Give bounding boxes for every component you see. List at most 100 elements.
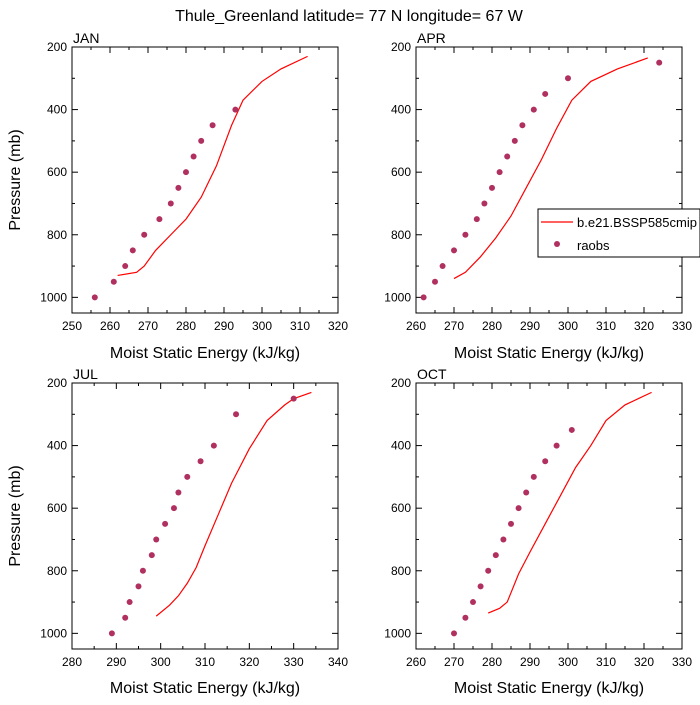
raobs-point xyxy=(568,426,575,433)
raobs-point xyxy=(91,294,98,301)
y-tick-label: 200 xyxy=(391,40,411,54)
x-tick-label: 310 xyxy=(596,655,616,669)
y-axis: 200 400 600 800 1000 xyxy=(384,40,682,304)
raobs-point xyxy=(420,294,427,301)
raobs-point xyxy=(148,552,155,559)
x-tick-label: 270 xyxy=(444,319,464,333)
raobs-point xyxy=(108,630,115,637)
raobs-point xyxy=(462,614,469,621)
y-tick-label: 400 xyxy=(391,439,411,453)
x-tick-label: 280 xyxy=(62,655,82,669)
y-tick-label: 200 xyxy=(47,40,67,54)
raobs-point xyxy=(153,536,160,543)
y-tick-label: 1000 xyxy=(384,626,411,640)
x-tick-label: 290 xyxy=(106,655,126,669)
y-tick-label: 600 xyxy=(47,165,67,179)
y-tick-label: 1000 xyxy=(40,626,67,640)
raobs-point xyxy=(110,278,117,285)
x-tick-label: 270 xyxy=(138,319,158,333)
x-tick-label: 310 xyxy=(195,655,215,669)
x-tick-label: 330 xyxy=(672,655,692,669)
y-tick-label: 400 xyxy=(391,103,411,117)
x-tick-label: 330 xyxy=(672,319,692,333)
panel-jul: JUL 280 290 300 310 320 330 340 200 400 600 800 10… xyxy=(7,366,348,697)
raobs-point xyxy=(477,583,484,590)
legend-obs-label: raobs xyxy=(577,238,610,253)
x-tick-label: 340 xyxy=(328,655,348,669)
plot-area xyxy=(91,55,308,301)
x-tick-label: 280 xyxy=(482,655,502,669)
x-axis: 280 290 300 310 320 330 340 xyxy=(62,383,348,669)
x-axis-label: Moist Static Energy (kJ/kg) xyxy=(454,345,644,362)
x-axis: 260 270 280 290 300 310 320 330 xyxy=(406,47,692,333)
raobs-point xyxy=(511,137,518,144)
x-tick-label: 280 xyxy=(482,319,502,333)
raobs-point xyxy=(530,106,537,113)
y-tick-label: 600 xyxy=(391,165,411,179)
plot-area xyxy=(451,391,652,637)
x-tick-label: 290 xyxy=(520,319,540,333)
y-tick-label: 600 xyxy=(391,501,411,515)
panel-label: APR xyxy=(417,30,446,46)
raobs-point xyxy=(141,231,148,238)
raobs-point xyxy=(175,184,182,191)
x-tick-label: 260 xyxy=(406,655,426,669)
raobs-point xyxy=(481,200,488,207)
x-tick-label: 310 xyxy=(596,319,616,333)
x-tick-label: 290 xyxy=(520,655,540,669)
raobs-point xyxy=(553,442,560,449)
y-tick-label: 800 xyxy=(47,228,67,242)
y-tick-label: 200 xyxy=(391,376,411,390)
model-profile-line xyxy=(487,391,652,614)
raobs-point xyxy=(129,247,136,254)
x-axis-label: Moist Static Energy (kJ/kg) xyxy=(110,680,300,697)
raobs-point xyxy=(515,505,522,512)
plot-frame xyxy=(415,46,683,314)
x-tick-label: 310 xyxy=(290,319,310,333)
y-axis-label: Pressure (mb) xyxy=(7,465,24,566)
plot-area xyxy=(420,57,663,301)
raobs-point xyxy=(156,216,163,223)
raobs-point xyxy=(126,599,133,606)
raobs-point xyxy=(167,200,174,207)
raobs-point xyxy=(232,106,239,113)
x-tick-label: 290 xyxy=(214,319,234,333)
x-tick-label: 250 xyxy=(62,319,82,333)
raobs-point xyxy=(470,599,476,606)
raobs-point xyxy=(432,278,438,285)
y-axis: 200 400 600 800 1000 xyxy=(40,376,338,640)
x-tick-label: 260 xyxy=(406,319,426,333)
y-tick-label: 800 xyxy=(47,564,67,578)
y-tick-label: 800 xyxy=(391,564,411,578)
legend-model-label: b.e21.BSSP585cmip xyxy=(577,215,697,230)
raobs-point xyxy=(542,458,549,465)
panel-apr: APR 260 270 280 290 300 310 320 330 200 400 600 80… xyxy=(384,30,692,362)
raobs-point xyxy=(451,630,457,637)
raobs-point xyxy=(656,59,663,66)
panel-label: OCT xyxy=(417,366,447,382)
model-profile-line xyxy=(155,391,312,617)
y-tick-label: 1000 xyxy=(40,290,67,304)
y-tick-label: 1000 xyxy=(384,290,411,304)
legend: b.e21.BSSP585cmip raobs xyxy=(537,208,700,258)
raobs-point xyxy=(489,184,495,191)
y-axis: 200 400 600 800 1000 xyxy=(384,376,682,640)
raobs-point xyxy=(183,169,189,176)
y-axis: 200 400 600 800 1000 xyxy=(40,40,338,304)
raobs-point xyxy=(496,169,503,176)
raobs-point xyxy=(175,489,182,496)
panel-label: JAN xyxy=(73,30,99,46)
raobs-point xyxy=(139,567,146,574)
raobs-point xyxy=(473,216,480,223)
raobs-point xyxy=(508,520,514,527)
x-tick-label: 320 xyxy=(328,319,348,333)
y-tick-label: 200 xyxy=(47,376,67,390)
x-axis: 260 270 280 290 300 310 320 330 xyxy=(406,383,692,669)
x-tick-label: 300 xyxy=(558,319,578,333)
raobs-point xyxy=(519,122,526,129)
x-tick-label: 330 xyxy=(284,655,304,669)
raobs-point xyxy=(462,231,469,238)
x-axis: 250 260 270 280 290 300 310 320 xyxy=(62,47,348,333)
raobs-point xyxy=(198,137,205,144)
raobs-point xyxy=(233,411,240,418)
